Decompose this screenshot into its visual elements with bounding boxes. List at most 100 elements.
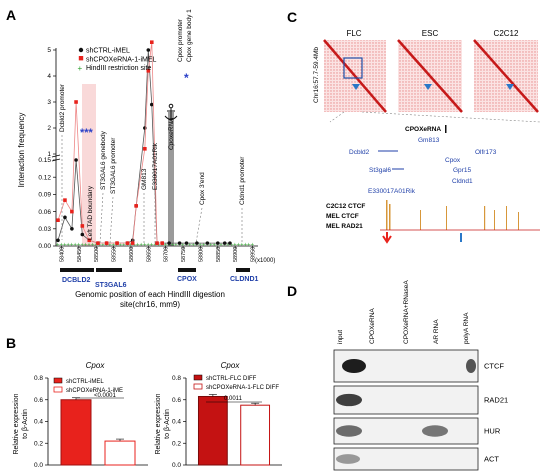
hindiii-site-marker: +: [143, 243, 147, 249]
gene-gpr15: Gpr15: [453, 167, 471, 174]
x-tick-label: 58950: [251, 247, 257, 262]
hindiii-site-marker: +: [70, 243, 74, 249]
series-point-1: [143, 147, 147, 151]
hindiii-site-marker: +: [157, 243, 161, 249]
x-tick-label: 58450: [77, 247, 83, 262]
legend-item-ctrl: shCTRL-iMEL: [86, 48, 130, 55]
annotation-cpox-3end: Cpox 3'end: [199, 172, 206, 205]
gene-st3gal6: St3gal6: [369, 167, 391, 174]
hindiii-site-marker: +: [84, 243, 88, 249]
hic-map-esc: [397, 39, 463, 113]
gene-olfr173: Olfr173: [475, 149, 497, 156]
hindiii-site-marker: +: [202, 243, 206, 249]
hic-label-flc: FLC: [346, 29, 361, 38]
blot-band: [466, 358, 476, 374]
hindiii-site-marker: +: [115, 243, 119, 249]
annotation-cldnd1-promoter: Cldnd1 promoter: [239, 156, 246, 205]
hindiii-site-marker: +: [94, 243, 98, 249]
chart-b2-legend-swatch-ctrl: [193, 374, 203, 381]
hindiii-site-marker: +: [216, 243, 220, 249]
panel-b: Cpox 0.8 0.6 0.4 0.2 0.0 shCTRL-iMEL shCPOXe…: [13, 361, 282, 469]
y-axis-label: Interaction frequency: [17, 113, 26, 188]
x-ticks: 58400 58450 58500 58550 58600 58650 58700 58750…: [59, 246, 257, 262]
hindiii-site-marker: +: [146, 243, 150, 249]
hic-highlight-box: [343, 57, 363, 79]
hindiii-site-marker: +: [153, 243, 157, 249]
panel-d: input CPOXeRNA CPOXeRNA+RNaseA AR RNA polyA …: [333, 280, 508, 471]
legend-marker-shcpox: [78, 56, 84, 61]
hindiii-site-marker: +: [63, 243, 67, 249]
hindiii-site-marker: +: [150, 243, 154, 249]
gene-cldnd1: Cldnd1: [452, 178, 473, 185]
chart-b2-pvalue: 0.0011: [224, 396, 243, 402]
series-point-1: [80, 224, 85, 228]
hindiii-site-marker: +: [108, 243, 112, 249]
series-point-0: [167, 241, 171, 245]
hindiii-site-marker: +: [160, 243, 164, 249]
hindiii-site-marker: +: [80, 243, 84, 249]
gene-bar-st3gal6: [96, 268, 122, 272]
series-point-0: [56, 238, 60, 243]
axis-break: [51, 154, 61, 158]
red-arrow-icon: [382, 232, 392, 244]
series-point-1: [160, 241, 165, 245]
series-point-1: [155, 241, 159, 245]
series-point-1: [146, 69, 151, 73]
hindiii-site-marker: +: [59, 243, 63, 249]
hic-map-flc: [323, 39, 387, 113]
bar: [240, 404, 271, 466]
x-tick-label: 58700: [164, 247, 170, 262]
annotation-dcbld2-promoter: Dcbld2 promoter: [59, 83, 66, 132]
hindiii-site-marker: +: [195, 243, 199, 249]
blot-act: [333, 447, 479, 471]
y-tick-label: 5: [47, 47, 51, 54]
hindiii-site-marker: +: [174, 243, 178, 249]
tad-boundary-highlight: [82, 84, 96, 246]
chart-b2-bars: [197, 394, 271, 466]
gene-bar-cldnd1: [236, 268, 250, 272]
annotation-st3gal6-genebody: ST3GAL6 genebody: [100, 130, 107, 190]
y-tick-label: 0.4: [172, 419, 181, 426]
x-tick-label: 58500: [94, 247, 100, 262]
series-point-0: [177, 241, 182, 245]
blue-marker: [460, 233, 462, 242]
panel-label-a: A: [6, 7, 16, 23]
track-label-mel-ctcf: MEL CTCF: [326, 213, 359, 220]
blot-band: [336, 425, 362, 437]
bar: [197, 395, 228, 466]
bar: [104, 440, 136, 466]
hindiii-site-marker: +: [226, 243, 230, 249]
hindiii-site-marker: +: [119, 243, 123, 249]
series-point-0: [215, 241, 220, 245]
x-axis-label-line2: site(chr16, mm9): [120, 300, 180, 309]
series-point-1: [74, 100, 78, 104]
chart-b2-legend-sh: shCPOXeRNA-1-FLC DIFF: [206, 385, 279, 391]
gene-cpoxerna-mark: [445, 125, 447, 133]
legend-marker-hindiii: +: [78, 64, 83, 73]
gene-track: DCBLD2 ST3GAL6 CPOX CLDND1: [60, 268, 258, 289]
anchor-icon: [164, 103, 178, 120]
blot-label-ctcf: CTCF: [484, 362, 504, 371]
hic-map-c2c12: [473, 39, 539, 113]
lane-label-4: polyA RNA: [463, 312, 470, 344]
hindiii-site-marker: +: [91, 243, 95, 249]
hindiii-site-marker: +: [105, 243, 109, 249]
zoom-line: [361, 111, 541, 123]
x-axis-unit: (x1000): [255, 258, 275, 264]
x-tick-label: 58850: [216, 247, 222, 262]
annotation-st3gal6-promoter: ST3GAL6 promoter: [110, 137, 117, 194]
gene-bar-cpox: [178, 268, 196, 272]
bar: [60, 399, 92, 466]
chart-b2-ticks: 0.8 0.6 0.4 0.2 0.0: [172, 375, 186, 469]
gene-cpox: Cpox: [445, 157, 461, 164]
gene-label-st3gal6: ST3GAL6: [95, 282, 127, 289]
chart-b2-y-label: Relative expression: [155, 393, 162, 454]
chart-b1-title: Cpox: [86, 361, 106, 370]
cpoxerna-anchor-bar: [168, 112, 174, 246]
hic-region: Chr16:57.7-59.4Mb: [313, 47, 320, 103]
series-point-0: [80, 232, 85, 237]
annotation-connectors: [61, 135, 243, 244]
hindiii-site-marker: +: [87, 243, 91, 249]
hindiii-site-marker: +: [56, 243, 60, 249]
